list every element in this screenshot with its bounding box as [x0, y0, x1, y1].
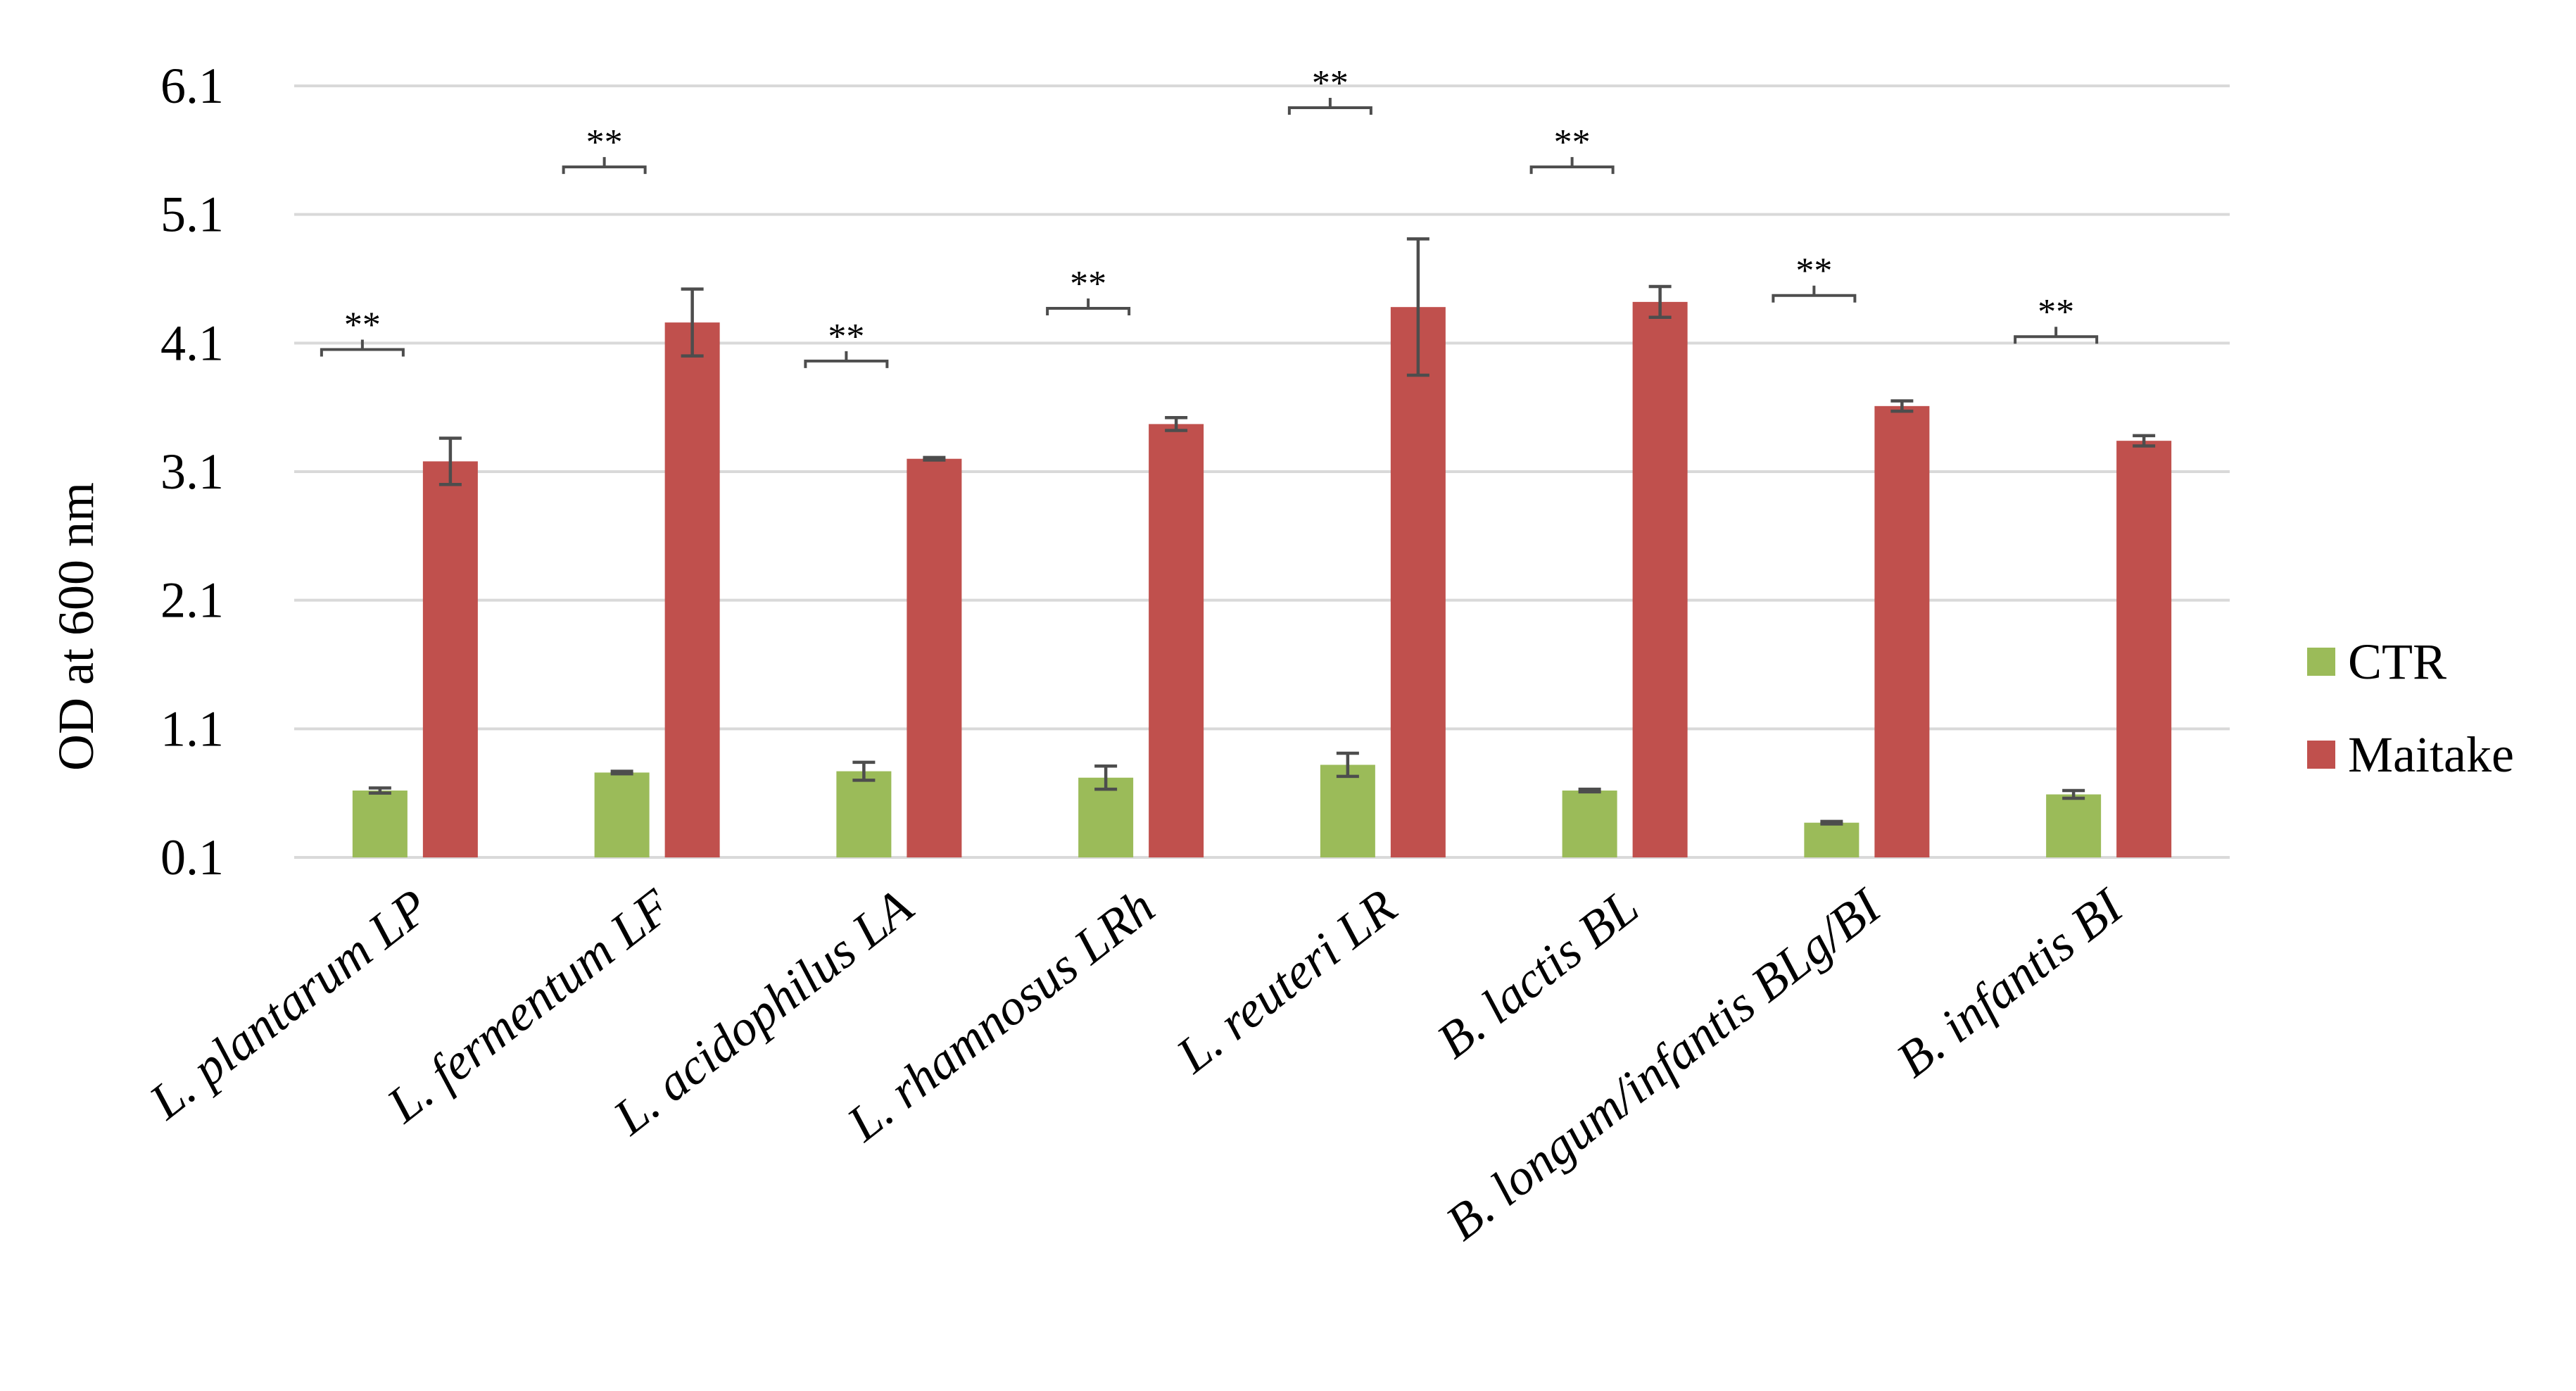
bar-ctr-1 — [352, 791, 408, 857]
significance-bracket — [804, 351, 889, 368]
legend-label-maitake: Maitake — [2348, 726, 2514, 783]
x-axis-category-label: B. lactis BL — [1427, 879, 1649, 1069]
bar-ctr-3 — [836, 771, 892, 857]
x-axis-category-label: L. reuteri LR — [1166, 879, 1407, 1084]
bar-maitake-3 — [907, 458, 962, 857]
bar-ctr-6 — [1562, 791, 1617, 857]
significance-bracket — [562, 157, 647, 175]
bar-maitake-4 — [1149, 424, 1204, 857]
x-axis-category-labels: L. plantarum LPL. fermentum LFL. acidoph… — [139, 877, 2134, 1252]
significance-label: ** — [586, 122, 623, 163]
legend: CTR Maitake — [2307, 634, 2514, 783]
y-tick-label: 6.1 — [160, 58, 224, 114]
y-tick-label: 5.1 — [160, 187, 224, 243]
bar-ctr-5 — [1320, 764, 1375, 857]
significance-label: ** — [2038, 292, 2074, 332]
y-tick-label: 3.1 — [160, 443, 224, 500]
y-tick-label: 2.1 — [160, 572, 224, 629]
significance-markers: ** ** ** ** ** ** ** ** — [320, 63, 2099, 368]
bar-maitake-2 — [664, 322, 720, 857]
legend-label-ctr: CTR — [2348, 634, 2446, 690]
legend-swatch-ctr — [2307, 648, 2335, 676]
significance-bracket — [1529, 157, 1615, 175]
legend-swatch-maitake — [2307, 741, 2335, 769]
bar-maitake-8 — [2116, 441, 2172, 857]
significance-label: ** — [1070, 264, 1106, 304]
bar-maitake-5 — [1390, 307, 1446, 858]
x-axis-category-label: B. infantis BI — [1886, 877, 2135, 1088]
bar-maitake-1 — [422, 461, 478, 857]
significance-bracket — [1772, 285, 1857, 303]
significance-bracket — [2014, 327, 2099, 344]
y-tick-label: 4.1 — [160, 315, 224, 371]
x-axis-category-label: B. longum/infantis BLg/BI — [1436, 877, 1893, 1252]
significance-bracket — [1287, 98, 1372, 115]
error-bars — [368, 237, 2156, 826]
y-tick-label: 0.1 — [160, 829, 224, 886]
y-axis-tick-labels: 0.1 1.1 2.1 3.1 4.1 5.1 6.1 — [160, 58, 224, 886]
y-tick-label: 1.1 — [160, 700, 224, 757]
y-axis-label: OD at 600 nm — [48, 482, 104, 771]
significance-label: ** — [1554, 122, 1591, 163]
bar-ctr-4 — [1078, 777, 1134, 857]
bars — [352, 301, 2172, 858]
bar-maitake-6 — [1632, 301, 1688, 857]
gridlines — [294, 84, 2230, 859]
bar-maitake-7 — [1874, 405, 1930, 857]
significance-bracket — [1046, 298, 1131, 316]
significance-label: ** — [1312, 63, 1349, 103]
bar-ctr-8 — [2046, 794, 2102, 857]
significance-bracket — [320, 339, 405, 357]
bar-ctr-2 — [594, 772, 650, 857]
significance-label: ** — [828, 317, 864, 357]
significance-label: ** — [344, 305, 381, 345]
bar-ctr-7 — [1804, 822, 1860, 857]
significance-label: ** — [1795, 251, 1832, 291]
